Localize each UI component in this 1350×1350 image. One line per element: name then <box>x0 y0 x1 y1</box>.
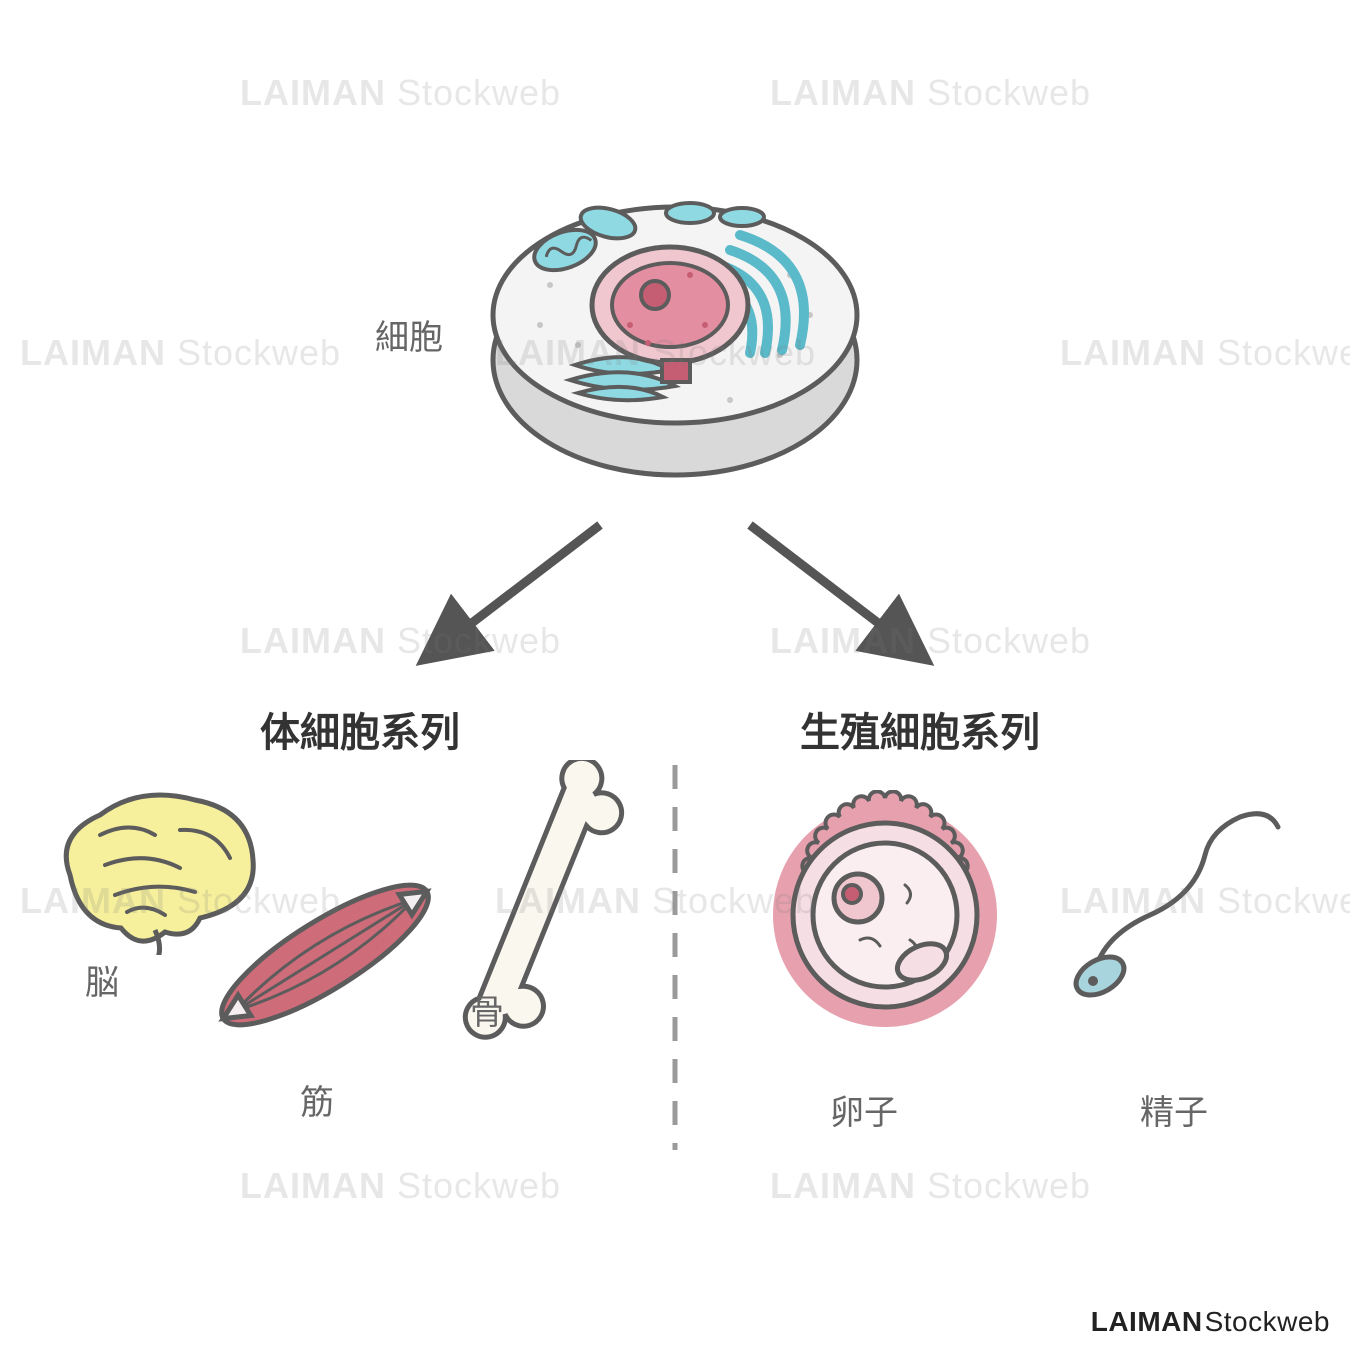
sperm-label: 精子 <box>1140 1085 1208 1134</box>
sperm-illustration <box>1060 800 1290 1010</box>
bone-label: 骨 <box>470 985 504 1034</box>
muscle-label: 筋 <box>300 1075 334 1124</box>
diagram-canvas: 細胞 体細胞系列 生殖細胞系列 脳 筋 骨 卵子 精子 LAIMAN Stock… <box>0 0 1350 1350</box>
muscle-illustration <box>195 830 455 1080</box>
egg-label: 卵子 <box>830 1085 898 1134</box>
watermark-text: LAIMAN Stockweb <box>240 1165 561 1207</box>
cell-illustration <box>480 165 870 495</box>
watermark-text: LAIMAN Stockweb <box>770 620 1091 662</box>
watermark-text: LAIMAN Stockweb <box>770 1165 1091 1207</box>
bone-illustration <box>430 760 640 1040</box>
cell-label: 細胞 <box>375 310 443 359</box>
watermark-text: LAIMAN Stockweb <box>1060 332 1350 374</box>
somatic-heading: 体細胞系列 <box>260 700 460 758</box>
credit-line: LAIMANStockweb <box>1091 1306 1330 1338</box>
egg-illustration <box>760 790 1010 1040</box>
germ-heading: 生殖細胞系列 <box>800 700 1040 758</box>
watermark-text: LAIMAN Stockweb <box>240 620 561 662</box>
credit-sub: Stockweb <box>1205 1306 1330 1337</box>
watermark-text: LAIMAN Stockweb <box>770 72 1091 114</box>
watermark-text: LAIMAN Stockweb <box>20 332 341 374</box>
credit-brand: LAIMAN <box>1091 1306 1203 1337</box>
brain-label: 脳 <box>85 955 119 1004</box>
watermark-text: LAIMAN Stockweb <box>240 72 561 114</box>
